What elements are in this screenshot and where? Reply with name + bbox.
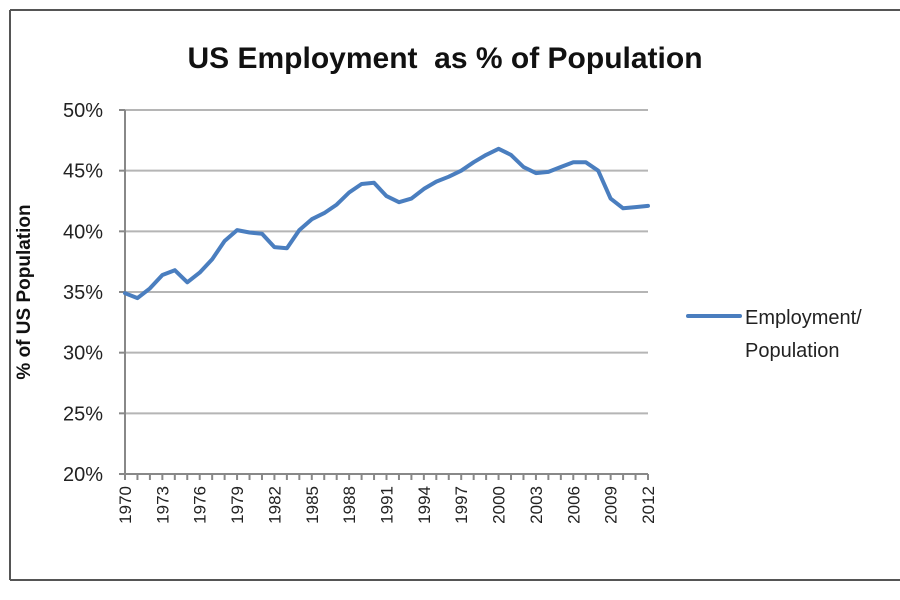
x-tick-label-2003: 2003: [527, 486, 546, 524]
x-tick-label-1976: 1976: [191, 486, 210, 524]
series-line-0: [123, 146, 650, 301]
y-tick-labels: 20% 25% 30% 35% 40% 45% 50%: [63, 100, 103, 486]
series-lines: [123, 146, 650, 301]
x-tick-label-2012: 2012: [639, 486, 658, 524]
x-tick-label-1973: 1973: [153, 486, 172, 524]
x-tick-labels: 1970 1973 1976 1979 1982 1985 1988 1991 1994 1997…: [116, 486, 658, 524]
legend-label-line-1: Population: [745, 340, 840, 362]
chart-title: US Employment as % of Population: [187, 42, 702, 75]
y-tick-label-20: 20%: [63, 464, 103, 486]
x-tick-label-2006: 2006: [564, 486, 583, 524]
x-tick-label-1970: 1970: [116, 486, 135, 524]
x-tick-label-1994: 1994: [415, 486, 434, 524]
y-tick-label-35: 35%: [63, 282, 103, 304]
y-axis-label: % of US Population: [14, 204, 35, 379]
y-tick-label-25: 25%: [63, 403, 103, 425]
x-tick-label-1979: 1979: [228, 486, 247, 524]
legend: Employment/Population: [686, 307, 862, 362]
x-tick-label-2009: 2009: [602, 486, 621, 524]
y-tick-label-45: 45%: [63, 161, 103, 183]
legend-label-line-0: Employment/: [745, 307, 862, 329]
gridlines: [125, 109, 648, 415]
x-tick-label-1985: 1985: [303, 486, 322, 524]
x-tick-label-1997: 1997: [452, 486, 471, 524]
x-tick-label-2000: 2000: [490, 486, 509, 524]
x-tick-label-1988: 1988: [340, 486, 359, 524]
x-tick-label-1982: 1982: [265, 486, 284, 524]
x-tick-label-1991: 1991: [378, 486, 397, 524]
y-tick-label-40: 40%: [63, 221, 103, 243]
y-tick-label-30: 30%: [63, 343, 103, 365]
y-tick-label-50: 50%: [63, 100, 103, 122]
